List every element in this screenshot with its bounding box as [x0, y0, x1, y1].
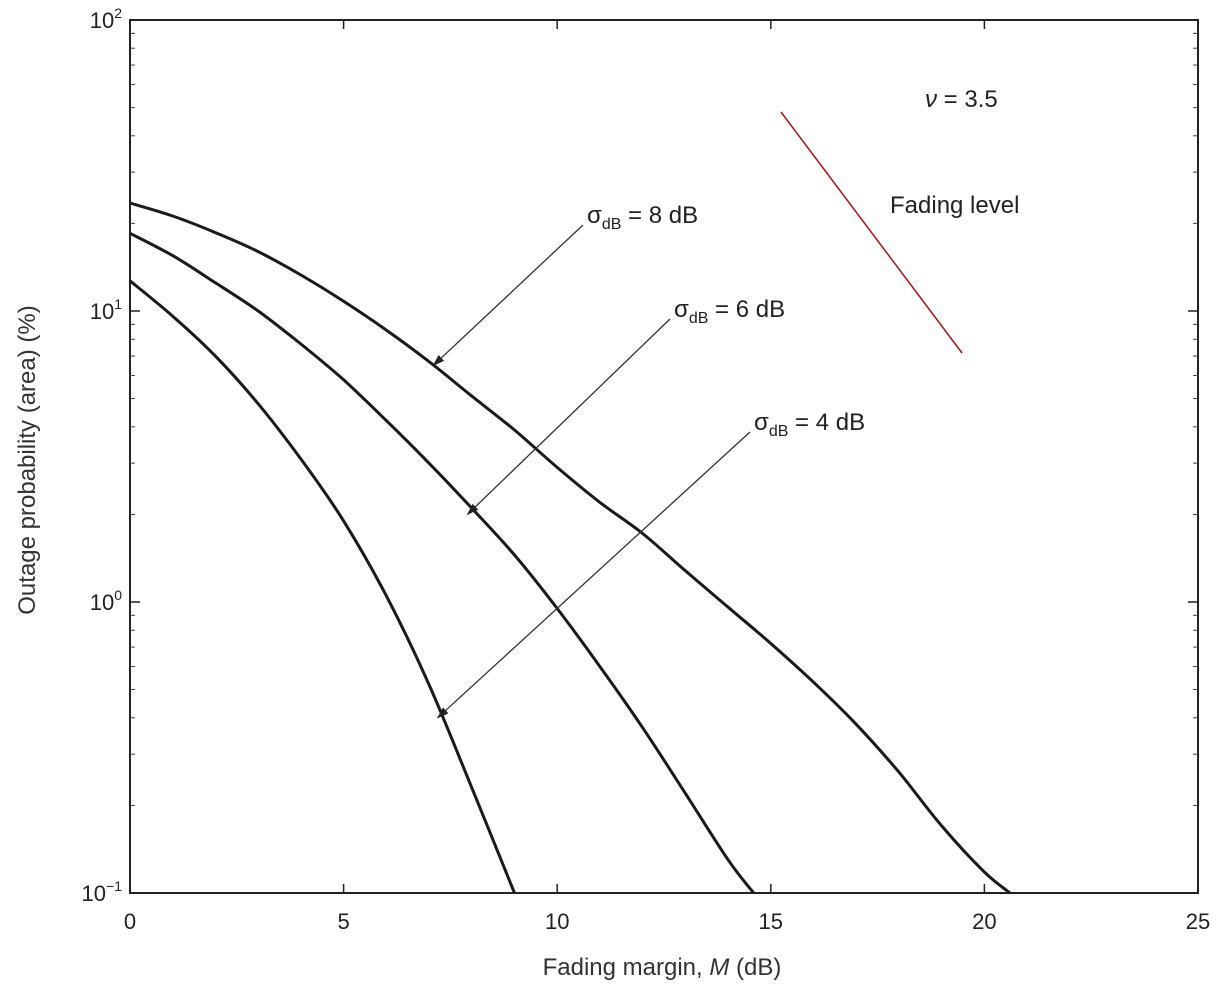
y-tick-label: 100: [90, 587, 122, 615]
x-tick-label: 15: [759, 909, 783, 934]
sigma-annotation: σdB = 6 dB: [674, 296, 785, 327]
x-tick-label: 0: [124, 909, 136, 934]
annotation-arrow: [436, 431, 751, 719]
x-tick-label: 10: [545, 909, 569, 934]
x-tick-label: 20: [972, 909, 996, 934]
fading-level-line: [780, 111, 963, 354]
y-tick-label: 102: [90, 5, 122, 33]
series-line-sigma-4: [129, 279, 516, 894]
annotation-arrow: [466, 318, 671, 516]
y-axis-title: Outage probability (area) (%): [14, 305, 41, 614]
sigma-annotation: σdB = 8 dB: [587, 202, 698, 233]
plot-frame: [129, 19, 1199, 894]
series-line-sigma-8: [129, 201, 1011, 895]
x-tick-label: 25: [1186, 909, 1210, 934]
y-tick-label: 10−1: [82, 878, 123, 906]
y-tick-label: 101: [90, 296, 122, 324]
annotation-arrow: [432, 224, 584, 367]
x-axis-title: Fading margin, M (dB): [543, 954, 782, 981]
x-tick-label: 5: [337, 909, 349, 934]
sigma-annotation: σdB = 4 dB: [754, 409, 865, 440]
series-line-sigma-6: [129, 231, 755, 894]
fading-level-label: Fading level: [890, 192, 1019, 219]
nu-label: ν = 3.5: [925, 86, 998, 113]
